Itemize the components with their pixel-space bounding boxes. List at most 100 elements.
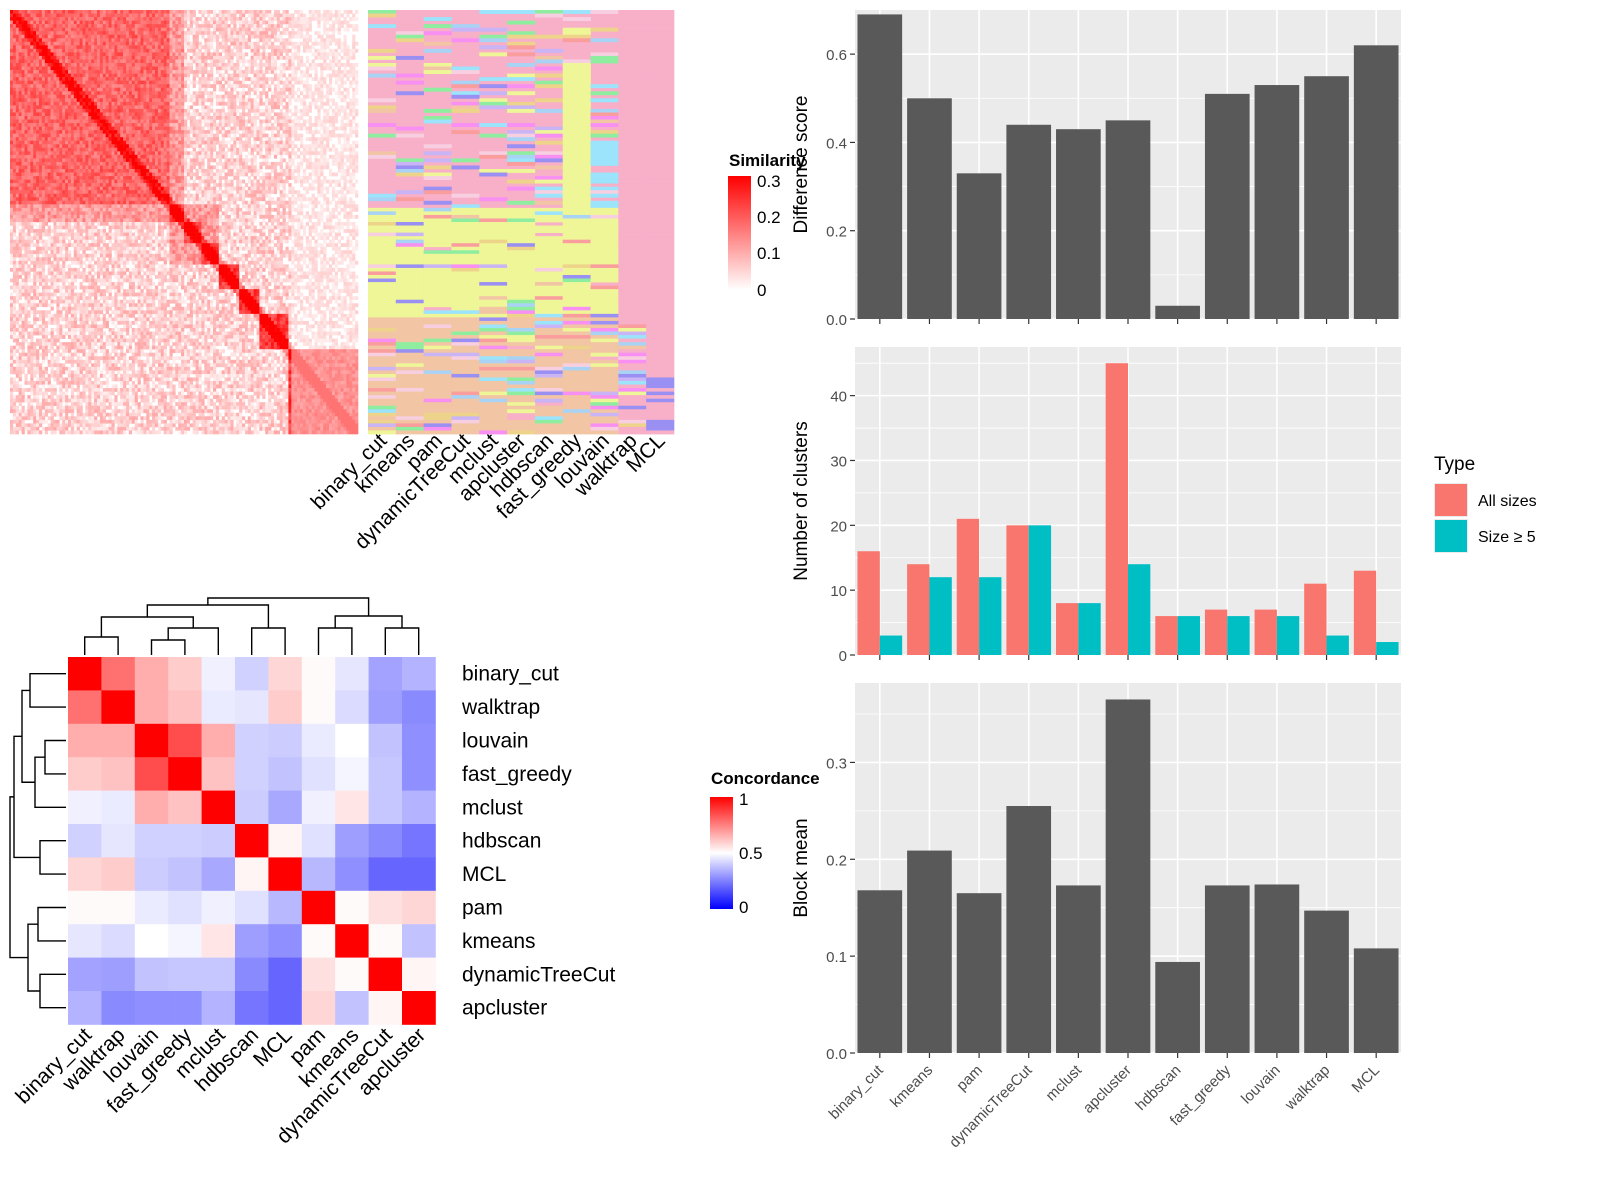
similarity-cell — [195, 55, 199, 60]
similarity-cell — [352, 126, 356, 131]
similarity-cell — [230, 161, 234, 166]
similarity-cell — [210, 169, 214, 173]
similarity-cell — [192, 41, 196, 46]
similarity-cell — [18, 48, 22, 53]
similarity-cell — [39, 94, 43, 99]
similarity-cell — [114, 94, 118, 99]
similarity-cell — [227, 77, 231, 81]
similarity-cell — [178, 169, 182, 173]
similarity-cell — [108, 55, 112, 60]
similarity-cell — [233, 172, 237, 177]
similarity-cell — [282, 91, 286, 96]
similarity-cell — [201, 55, 205, 60]
similarity-cell — [253, 112, 257, 117]
similarity-cell — [262, 80, 266, 85]
similarity-cell — [47, 84, 51, 89]
similarity-cell — [265, 147, 269, 152]
similarity-cell — [172, 91, 176, 96]
similarity-cell — [97, 45, 101, 50]
similarity-cell — [163, 27, 167, 32]
similarity-cell — [250, 45, 254, 50]
similarity-cell — [271, 98, 275, 103]
similarity-cell — [259, 133, 263, 138]
similarity-cell — [300, 13, 304, 18]
similarity-cell — [213, 119, 217, 124]
similarity-cell — [227, 98, 231, 103]
similarity-cell — [285, 140, 289, 145]
similarity-cell — [59, 137, 63, 142]
similarity-cell — [123, 126, 127, 131]
similarity-cell — [79, 154, 83, 159]
similarity-cell — [73, 161, 77, 166]
similarity-cell — [111, 34, 115, 39]
similarity-cell — [244, 38, 249, 43]
similarity-cell — [155, 144, 159, 149]
similarity-cell — [126, 137, 130, 142]
similarity-cell — [163, 169, 167, 173]
similarity-cell — [224, 77, 228, 81]
similarity-cell — [288, 161, 292, 166]
similarity-cell — [175, 140, 179, 145]
similarity-cell — [126, 154, 130, 159]
similarity-cell — [305, 38, 309, 43]
similarity-cell — [236, 27, 240, 32]
similarity-cell — [204, 154, 208, 159]
similarity-cell — [288, 165, 292, 170]
similarity-cell — [137, 48, 141, 53]
similarity-cell — [233, 13, 237, 18]
similarity-cell — [94, 10, 98, 14]
similarity-cell — [155, 55, 159, 60]
similarity-cell — [39, 59, 43, 64]
similarity-cell — [189, 24, 193, 28]
similarity-cell — [99, 144, 104, 149]
similarity-cell — [349, 147, 353, 152]
similarity-cell — [99, 133, 104, 138]
similarity-cell — [33, 38, 37, 43]
similarity-cell — [305, 105, 309, 110]
similarity-cell — [134, 10, 138, 14]
similarity-cell — [300, 133, 304, 138]
similarity-cell — [239, 123, 243, 127]
similarity-cell — [41, 133, 46, 138]
similarity-cell — [224, 66, 228, 71]
similarity-cell — [50, 137, 54, 142]
similarity-cell — [85, 151, 89, 156]
similarity-cell — [163, 63, 167, 67]
similarity-cell — [47, 112, 51, 117]
similarity-cell — [239, 119, 243, 124]
similarity-cell — [117, 87, 121, 92]
similarity-cell — [41, 10, 46, 14]
similarity-cell — [65, 119, 69, 124]
similarity-cell — [308, 101, 312, 106]
similarity-cell — [294, 133, 298, 138]
similarity-cell — [146, 17, 150, 21]
similarity-cell — [311, 165, 315, 170]
similarity-cell — [256, 116, 260, 120]
similarity-cell — [259, 10, 263, 14]
similarity-cell — [160, 158, 164, 163]
similarity-cell — [47, 13, 51, 18]
similarity-cell — [198, 45, 202, 50]
similarity-cell — [149, 144, 153, 149]
similarity-cell — [308, 126, 312, 131]
similarity-cell — [97, 123, 101, 127]
similarity-cell — [47, 130, 51, 134]
similarity-cell — [198, 147, 202, 152]
similarity-cell — [105, 24, 109, 28]
similarity-cell — [204, 116, 208, 120]
similarity-cell — [314, 87, 318, 92]
similarity-cell — [273, 70, 278, 74]
similarity-cell — [97, 151, 101, 156]
similarity-cell — [24, 17, 28, 21]
similarity-cell — [288, 20, 292, 25]
similarity-cell — [355, 123, 359, 127]
similarity-cell — [157, 112, 162, 117]
similarity-cell — [233, 10, 237, 14]
similarity-cell — [24, 48, 28, 53]
similarity-cell — [97, 119, 101, 124]
similarity-cell — [99, 80, 104, 85]
similarity-cell — [337, 38, 341, 43]
similarity-cell — [59, 147, 63, 152]
similarity-cell — [285, 31, 289, 36]
similarity-cell — [59, 133, 63, 138]
